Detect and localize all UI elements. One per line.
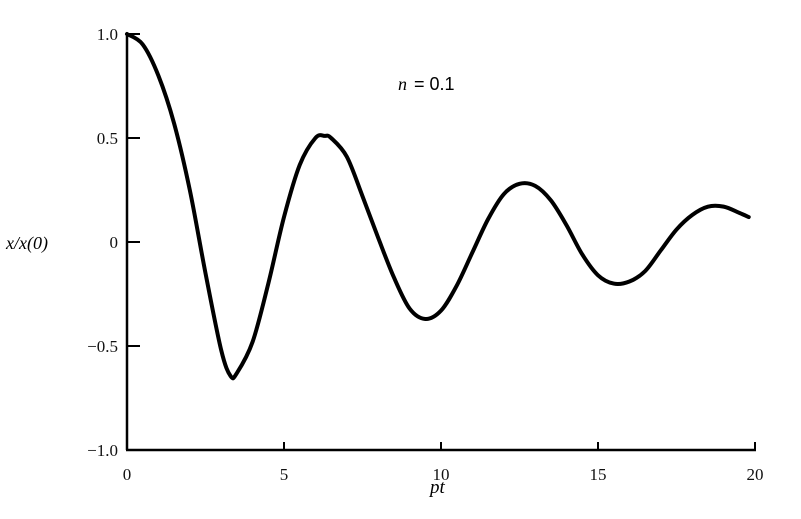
annotation-var: n xyxy=(398,74,407,94)
x-tick-label: 15 xyxy=(590,465,607,484)
annotation-value: = 0.1 xyxy=(414,74,455,94)
y-tick-label: −1.0 xyxy=(87,441,118,460)
x-tick-label: 20 xyxy=(747,465,764,484)
axes xyxy=(125,33,756,452)
x-tick-label: 10 xyxy=(433,465,450,484)
y-tick-label: 0 xyxy=(110,233,119,252)
x-axis-label: pt xyxy=(428,477,446,498)
y-tick-label: 1.0 xyxy=(97,25,118,44)
data-line xyxy=(125,32,751,381)
y-tick-label: 0.5 xyxy=(97,129,118,148)
x-tick-label: 0 xyxy=(123,465,132,484)
x-tick-label: 5 xyxy=(280,465,289,484)
y-tick-label: −0.5 xyxy=(87,337,118,356)
y-axis-label: x/x(0) xyxy=(5,233,48,254)
